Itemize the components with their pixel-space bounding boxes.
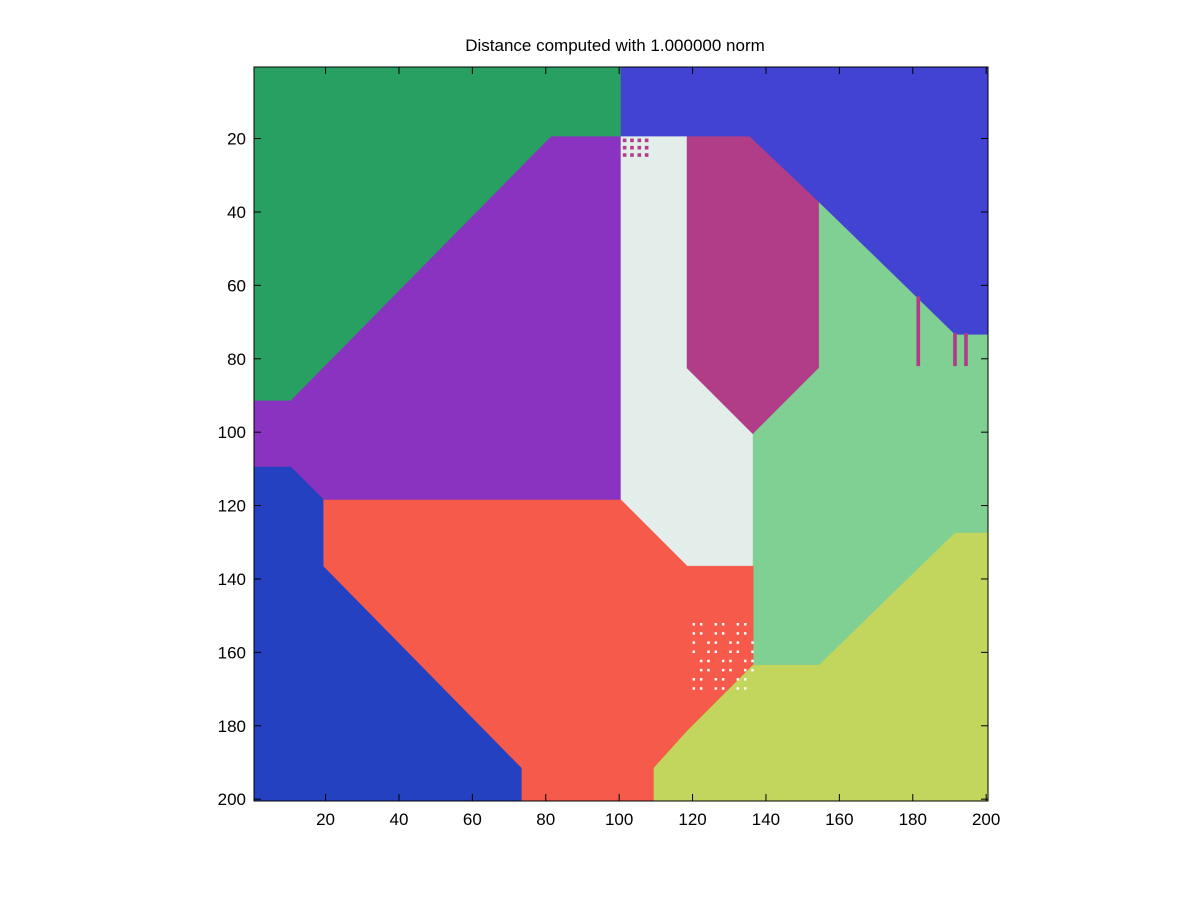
- speckle-cell: [637, 153, 642, 157]
- chart-title: Distance computed with 1.000000 norm: [465, 36, 765, 55]
- speckle-cell: [714, 641, 718, 644]
- speckle-cell: [637, 138, 642, 143]
- speckle-cell: [736, 650, 740, 654]
- speckle-cell: [729, 659, 732, 663]
- x-tick-label: 140: [752, 810, 780, 829]
- plot-artifacts: [622, 138, 968, 690]
- speckle-cell: [721, 668, 725, 672]
- speckle-cell: [714, 687, 718, 690]
- y-tick-label: 200: [218, 790, 246, 809]
- speckle-cell: [743, 668, 747, 672]
- speckle-cell: [714, 678, 718, 681]
- speckle-cell: [707, 659, 710, 663]
- speckle-cell: [699, 687, 703, 690]
- x-tick-label: 80: [536, 810, 555, 829]
- speckle-cell: [736, 687, 740, 690]
- speckle-cell: [692, 641, 696, 644]
- speckle-cell: [743, 632, 747, 635]
- speckle-cell: [736, 641, 740, 644]
- speckle-cell: [721, 687, 725, 690]
- speckle-cell: [721, 623, 725, 626]
- x-tick-label: 160: [825, 810, 853, 829]
- y-tick-label: 140: [218, 570, 246, 589]
- x-tick-label: 100: [605, 810, 633, 829]
- plot-frame: [253, 66, 989, 802]
- speckle-cell: [751, 641, 754, 644]
- speckle-cell: [699, 668, 703, 672]
- speckle-cell: [714, 650, 718, 654]
- speckle-cell: [729, 641, 732, 644]
- speckle-cell: [630, 153, 634, 157]
- speckle-cell: [729, 650, 732, 654]
- y-tick-label: 160: [218, 643, 246, 662]
- y-tick-label: 180: [218, 717, 246, 736]
- speckle-cell: [622, 138, 627, 143]
- speckle-cell: [692, 632, 696, 635]
- speckle-cell: [743, 678, 747, 681]
- x-tick-label: 180: [899, 810, 927, 829]
- speckle-cell: [721, 659, 725, 663]
- speckle-cell: [743, 623, 747, 626]
- speckle-cell: [729, 668, 732, 672]
- magenta-stripe-3: [964, 333, 968, 367]
- speckle-cell: [699, 678, 703, 681]
- speckle-cell: [692, 678, 696, 681]
- speckle-cell: [714, 632, 718, 635]
- speckle-cell: [630, 145, 634, 150]
- speckle-cell: [637, 145, 642, 150]
- speckle-cell: [692, 650, 696, 654]
- speckle-cell: [699, 659, 703, 663]
- white-speckle-grid: [692, 623, 754, 690]
- y-tick-label: 60: [227, 276, 246, 295]
- y-tick-label: 40: [227, 203, 246, 222]
- speckle-cell: [692, 687, 696, 690]
- speckle-cell: [707, 650, 710, 654]
- speckle-cell: [692, 623, 696, 626]
- x-tick-label: 120: [678, 810, 706, 829]
- speckle-cell: [736, 632, 740, 635]
- magenta-stripe-1: [916, 296, 921, 367]
- speckle-cell: [736, 678, 740, 681]
- y-tick-label: 80: [227, 350, 246, 369]
- y-tick-label: 20: [227, 130, 246, 149]
- speckle-cell: [622, 153, 627, 157]
- speckle-cell: [743, 687, 747, 690]
- x-axis: 20 40 60 80 100 120 140 160 180 200: [316, 67, 1000, 829]
- speckle-cell: [644, 138, 649, 143]
- y-tick-label: 120: [218, 497, 246, 516]
- speckle-cell: [721, 678, 725, 681]
- magenta-speckle: [622, 138, 649, 157]
- speckle-cell: [751, 668, 754, 672]
- speckle-cell: [699, 632, 703, 635]
- speckle-cell: [707, 641, 710, 644]
- magenta-stripe-2: [953, 333, 957, 367]
- speckle-cell: [707, 668, 710, 672]
- plot-regions: [253, 66, 989, 802]
- speckle-cell: [743, 659, 747, 663]
- speckle-cell: [644, 153, 649, 157]
- speckle-cell: [644, 145, 649, 150]
- speckle-cell: [714, 623, 718, 626]
- speckle-cell: [630, 138, 634, 143]
- speckle-cell: [736, 623, 740, 626]
- speckle-cell: [751, 659, 754, 663]
- x-tick-label: 60: [463, 810, 482, 829]
- x-tick-label: 200: [972, 810, 1000, 829]
- y-axis: 20 40 60 80 100 120 140 160 180 200: [218, 130, 988, 809]
- speckle-cell: [721, 632, 725, 635]
- y-tick-label: 100: [218, 423, 246, 442]
- speckle-cell: [751, 650, 754, 654]
- speckle-cell: [622, 145, 627, 150]
- x-tick-label: 20: [316, 810, 335, 829]
- x-tick-label: 40: [390, 810, 409, 829]
- speckle-cell: [699, 623, 703, 626]
